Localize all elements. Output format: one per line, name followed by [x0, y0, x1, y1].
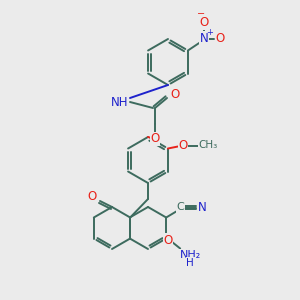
- Text: N: N: [198, 201, 207, 214]
- Text: N: N: [200, 32, 208, 45]
- Text: C: C: [176, 202, 184, 212]
- Text: O: O: [178, 139, 188, 152]
- Text: NH: NH: [111, 95, 129, 109]
- Text: O: O: [87, 190, 97, 203]
- Text: +: +: [206, 28, 213, 37]
- Text: O: O: [170, 88, 180, 100]
- Text: O: O: [164, 234, 173, 247]
- Text: O: O: [150, 133, 160, 146]
- Text: −: −: [197, 8, 205, 19]
- Text: NH₂: NH₂: [180, 250, 201, 260]
- Text: O: O: [199, 16, 208, 29]
- Text: O: O: [215, 32, 224, 45]
- Text: CH₃: CH₃: [198, 140, 218, 151]
- Text: H: H: [186, 257, 194, 268]
